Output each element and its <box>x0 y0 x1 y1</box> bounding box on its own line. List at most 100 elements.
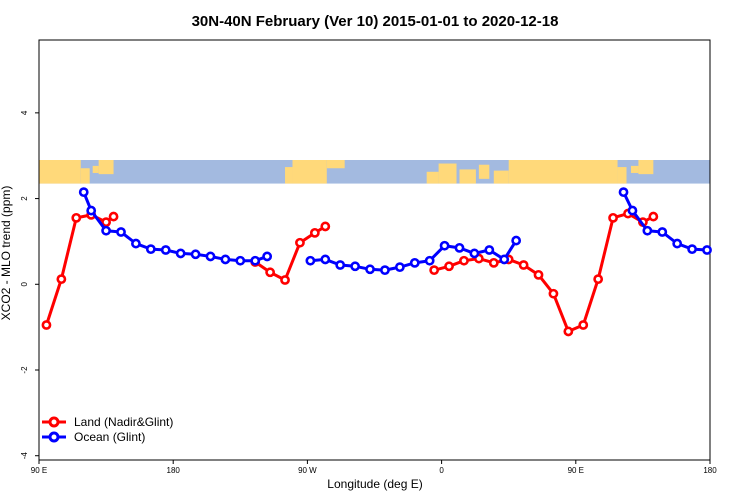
y-tick-label: 0 <box>20 282 29 287</box>
data-point <box>205 251 216 262</box>
map-land <box>92 165 99 173</box>
data-point <box>642 225 653 236</box>
data-point <box>116 227 126 237</box>
x-tick-label: 90 E <box>31 466 47 475</box>
data-point <box>499 254 510 265</box>
x-tick-label: 180 <box>703 466 717 475</box>
data-point <box>439 240 450 251</box>
data-point <box>409 257 420 268</box>
data-point <box>533 269 544 280</box>
map-land <box>508 160 618 184</box>
series-line <box>82 191 268 263</box>
data-point <box>145 244 156 255</box>
map-land <box>98 160 114 175</box>
data-point <box>305 255 316 266</box>
data-point <box>380 265 390 276</box>
data-point <box>262 251 273 262</box>
map-land <box>459 169 476 184</box>
x-axis: 90 E 180 90 W 0 90 E 180 <box>31 460 717 475</box>
data-point <box>295 237 305 248</box>
data-point <box>41 320 52 330</box>
map-strip <box>39 160 710 184</box>
legend-label-ocean: Ocean (Glint) <box>74 430 145 444</box>
data-point <box>424 255 435 266</box>
x-tick-label: 0 <box>439 466 444 475</box>
data-point <box>687 244 698 255</box>
map-land <box>630 165 639 173</box>
data-point <box>578 320 589 330</box>
data-point <box>78 187 89 198</box>
data-point <box>309 227 320 238</box>
map-land <box>292 160 327 184</box>
data-point <box>56 274 67 285</box>
map-land <box>326 160 345 169</box>
legend: Land (Nadir&Glint) Ocean (Glint) <box>42 415 173 444</box>
data-point <box>608 212 618 223</box>
x-tick-label: 90 W <box>298 466 317 475</box>
series-ocean <box>78 187 712 276</box>
x-tick-label: 180 <box>167 466 181 475</box>
series-line <box>622 191 708 252</box>
data-point <box>131 238 141 249</box>
data-point <box>627 205 638 216</box>
y-tick-label: 4 <box>20 110 29 115</box>
data-point <box>618 187 629 198</box>
map-land <box>39 160 81 184</box>
data-point <box>320 221 331 232</box>
data-point <box>563 326 574 337</box>
map-land <box>617 167 627 184</box>
data-point <box>488 257 499 268</box>
data-point <box>265 267 276 278</box>
data-point <box>320 254 331 265</box>
map-land <box>493 170 509 184</box>
data-point <box>459 255 469 266</box>
data-point <box>484 245 495 255</box>
data-point <box>518 260 529 270</box>
data-point <box>190 249 201 260</box>
data-point <box>175 248 186 259</box>
plot-frame <box>38 39 711 461</box>
data-point <box>444 261 454 272</box>
series-line <box>433 212 655 333</box>
data-point <box>280 275 290 285</box>
data-point <box>235 255 246 266</box>
data-point <box>511 235 522 246</box>
map-land <box>285 167 293 184</box>
data-point <box>108 211 119 222</box>
map-land <box>426 171 439 184</box>
data-point <box>593 274 604 285</box>
data-point <box>672 238 683 249</box>
map-land <box>80 168 90 184</box>
data-point <box>335 260 346 270</box>
data-point <box>394 262 405 273</box>
legend-label-land: Land (Nadir&Glint) <box>74 415 173 429</box>
data-point <box>454 242 465 253</box>
data-point <box>71 212 82 223</box>
map-land <box>438 163 457 184</box>
map-land <box>478 164 490 179</box>
data-point <box>648 211 659 222</box>
x-tick-label: 90 E <box>568 466 584 475</box>
data-point <box>350 261 361 272</box>
data-point <box>101 225 111 236</box>
x-axis-label: Longitude (deg E) <box>327 477 422 491</box>
data-point <box>86 205 97 216</box>
data-point <box>548 288 559 299</box>
map-land <box>638 160 654 175</box>
y-axis-label: XCO2 - MLO trend (ppm) <box>0 186 13 321</box>
series-land <box>41 208 659 337</box>
data-point <box>220 254 231 265</box>
data-point <box>702 245 712 255</box>
data-point <box>469 248 480 259</box>
series-layer <box>41 187 712 337</box>
data-point <box>101 217 111 228</box>
y-tick-label: -4 <box>20 452 29 460</box>
chart-title: 30N-40N February (Ver 10) 2015-01-01 to … <box>192 13 559 30</box>
data-point <box>250 255 261 266</box>
data-point <box>429 265 440 276</box>
legend-swatch-ocean-marker <box>48 431 60 443</box>
y-tick-label: -2 <box>20 366 29 374</box>
legend-swatch-land-marker <box>48 416 60 428</box>
y-axis: -4 -2 0 2 4 <box>20 110 39 459</box>
